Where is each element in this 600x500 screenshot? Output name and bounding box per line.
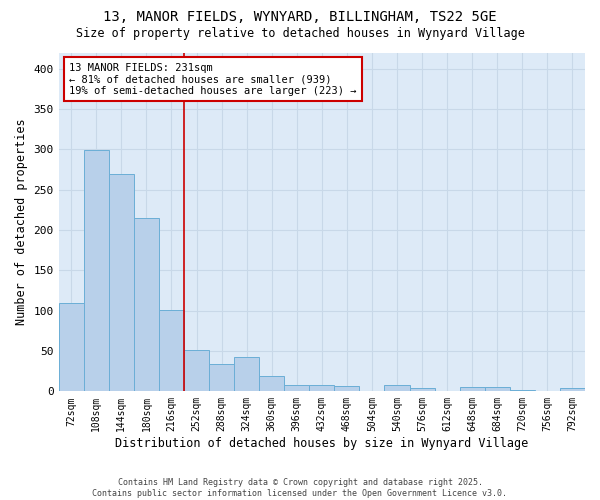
Bar [109, 174, 134, 392]
Bar [560, 388, 585, 392]
X-axis label: Distribution of detached houses by size in Wynyard Village: Distribution of detached houses by size … [115, 437, 529, 450]
Bar [485, 388, 510, 392]
Bar [184, 350, 209, 392]
Bar [84, 150, 109, 392]
Bar [510, 390, 535, 392]
Bar [209, 364, 234, 392]
Bar [59, 304, 84, 392]
Bar [460, 388, 485, 392]
Text: 13 MANOR FIELDS: 231sqm
← 81% of detached houses are smaller (939)
19% of semi-d: 13 MANOR FIELDS: 231sqm ← 81% of detache… [69, 62, 356, 96]
Bar [284, 385, 310, 392]
Text: 13, MANOR FIELDS, WYNYARD, BILLINGHAM, TS22 5GE: 13, MANOR FIELDS, WYNYARD, BILLINGHAM, T… [103, 10, 497, 24]
Bar [385, 385, 410, 392]
Bar [410, 388, 434, 392]
Bar [134, 218, 159, 392]
Bar [334, 386, 359, 392]
Text: Contains HM Land Registry data © Crown copyright and database right 2025.
Contai: Contains HM Land Registry data © Crown c… [92, 478, 508, 498]
Bar [310, 385, 334, 392]
Bar [259, 376, 284, 392]
Bar [234, 358, 259, 392]
Y-axis label: Number of detached properties: Number of detached properties [15, 118, 28, 325]
Text: Size of property relative to detached houses in Wynyard Village: Size of property relative to detached ho… [76, 28, 524, 40]
Bar [159, 310, 184, 392]
